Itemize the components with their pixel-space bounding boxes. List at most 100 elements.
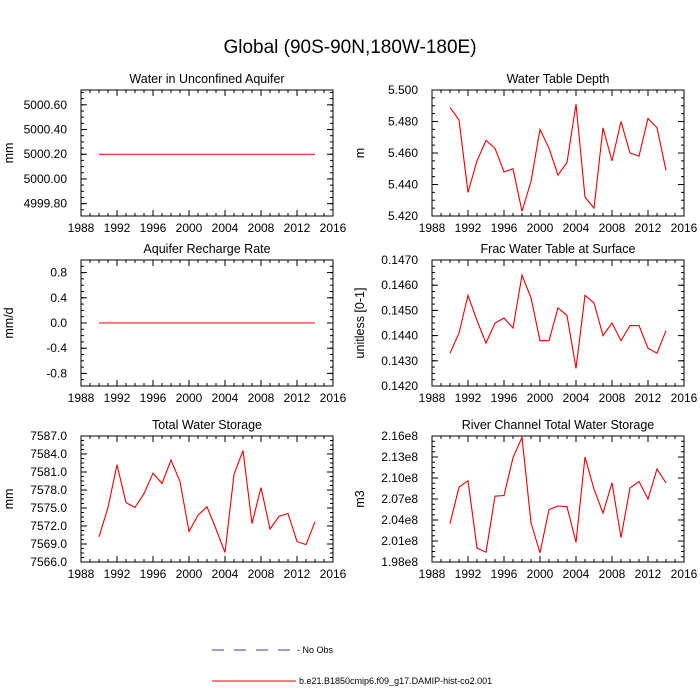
y-tick-label: 7572.0 — [30, 519, 67, 533]
x-tick-label: 1988 — [419, 221, 446, 235]
y-tick-label: 2.13e8 — [381, 450, 418, 464]
y-tick-label: 0.0 — [50, 316, 67, 330]
x-tick-label: 1996 — [140, 221, 167, 235]
x-tick-label: 2008 — [248, 391, 275, 405]
y-tick-label: 7566.0 — [30, 555, 67, 569]
chart-panel-6: River Channel Total Water Storage m3 1988 1… — [353, 418, 698, 581]
y-tick-label: 2.16e8 — [381, 429, 418, 443]
chart-panel-3: Aquifer Recharge Rate mm/d 1988 1992 1996 200… — [2, 242, 347, 405]
x-tick-label: 2000 — [176, 567, 203, 581]
series-line — [98, 450, 316, 553]
panel-title: Total Water Storage — [152, 418, 262, 432]
chart-panel-1: Water in Unconfined Aquifer mm 1988 1992 199… — [2, 72, 347, 235]
panel-title: River Channel Total Water Storage — [462, 418, 655, 432]
plot-frame — [431, 259, 685, 387]
y-axis-label: m3 — [353, 490, 367, 507]
y-tick-label: 0.1420 — [381, 379, 418, 393]
y-axis-label: m — [353, 148, 367, 158]
legend-label-model: b.e21.B1850cmip6.f09_g17.DAMIP-hist-co2.… — [299, 676, 492, 686]
x-tick-label: 1996 — [140, 391, 167, 405]
y-axis-label: unitless [0-1] — [353, 288, 367, 359]
legend-label-no-obs: - No Obs — [297, 645, 334, 655]
y-tick-label: 7575.0 — [30, 501, 67, 515]
x-tick-label: 1988 — [68, 221, 95, 235]
y-tick-label: 4999.80 — [24, 197, 68, 211]
plot-frame — [80, 89, 334, 217]
x-tick-label: 2016 — [320, 221, 347, 235]
y-axis-label: mm — [2, 489, 16, 510]
plot-frame — [431, 435, 685, 563]
y-tick-label: 2.04e8 — [381, 513, 418, 527]
y-tick-label: 2.07e8 — [381, 492, 418, 506]
x-tick-label: 1992 — [455, 391, 482, 405]
y-axis-label: mm/d — [2, 307, 16, 338]
x-tick-label: 1988 — [419, 391, 446, 405]
x-tick-label: 1996 — [140, 567, 167, 581]
x-tick-label: 2016 — [671, 221, 698, 235]
chart-panel-4: Frac Water Table at Surface unitless [0-1… — [353, 242, 698, 405]
x-tick-label: 2012 — [635, 221, 662, 235]
y-axis-label: mm — [2, 143, 16, 164]
y-tick-label: 5000.20 — [24, 147, 68, 161]
y-tick-label: 0.1440 — [381, 329, 418, 343]
x-tick-label: 2016 — [320, 567, 347, 581]
y-tick-label: 0.4 — [50, 291, 67, 305]
y-tick-label: 0.1470 — [381, 253, 418, 267]
x-tick-label: 2012 — [635, 567, 662, 581]
x-tick-label: 1988 — [68, 567, 95, 581]
y-tick-label: 0.1460 — [381, 278, 418, 292]
x-tick-label: 2008 — [248, 221, 275, 235]
panel-title: Water in Unconfined Aquifer — [129, 72, 284, 86]
x-tick-label: 2008 — [599, 567, 626, 581]
x-tick-label: 2004 — [212, 567, 239, 581]
panel-title: Water Table Depth — [507, 72, 610, 86]
x-tick-label: 2000 — [176, 221, 203, 235]
x-tick-label: 2004 — [563, 391, 590, 405]
y-tick-label: 5000.40 — [24, 123, 68, 137]
y-tick-label: 5.500 — [388, 83, 418, 97]
y-tick-label: 0.1450 — [381, 303, 418, 317]
x-tick-label: 1996 — [491, 221, 518, 235]
x-tick-label: 1996 — [491, 391, 518, 405]
series-line — [449, 435, 667, 554]
y-tick-label: 5.460 — [388, 146, 418, 160]
x-tick-label: 2000 — [527, 567, 554, 581]
plot-frame — [431, 89, 685, 217]
legend: - No Obs b.e21.B1850cmip6.f09_g17.DAMIP-h… — [212, 645, 492, 686]
series-line — [449, 104, 667, 212]
y-tick-label: -0.8 — [46, 366, 67, 380]
figure-title: Global (90S-90N,180W-180E) — [223, 37, 477, 58]
y-tick-label: 5.420 — [388, 209, 418, 223]
x-tick-label: 1988 — [68, 391, 95, 405]
x-tick-label: 2004 — [563, 221, 590, 235]
x-tick-label: 2000 — [527, 221, 554, 235]
chart-panel-2: Water Table Depth m 1988 1992 1996 2000 2004 20… — [353, 72, 698, 235]
x-tick-label: 1992 — [104, 567, 131, 581]
panel-title: Aquifer Recharge Rate — [143, 242, 270, 256]
x-tick-label: 1992 — [104, 391, 131, 405]
y-tick-label: 7581.0 — [30, 465, 67, 479]
panel-title: Frac Water Table at Surface — [481, 242, 636, 256]
x-tick-label: 1992 — [104, 221, 131, 235]
x-tick-label: 2012 — [635, 391, 662, 405]
y-tick-label: 0.1430 — [381, 354, 418, 368]
y-tick-label: 7569.0 — [30, 537, 67, 551]
x-tick-label: 1988 — [419, 567, 446, 581]
y-tick-label: 7584.0 — [30, 447, 67, 461]
series-line — [449, 273, 667, 369]
y-tick-label: 5000.00 — [24, 172, 68, 186]
x-tick-label: 2012 — [284, 221, 311, 235]
y-tick-label: 5.440 — [388, 178, 418, 192]
x-tick-label: 2004 — [212, 221, 239, 235]
x-tick-label: 1996 — [491, 567, 518, 581]
y-tick-label: 2.01e8 — [381, 534, 418, 548]
x-tick-label: 2016 — [320, 391, 347, 405]
x-tick-label: 2016 — [671, 391, 698, 405]
y-tick-label: 7587.0 — [30, 429, 67, 443]
y-tick-label: 5.480 — [388, 115, 418, 129]
y-tick-label: 7578.0 — [30, 483, 67, 497]
x-tick-label: 2012 — [284, 567, 311, 581]
y-tick-label: 5000.60 — [24, 98, 68, 112]
